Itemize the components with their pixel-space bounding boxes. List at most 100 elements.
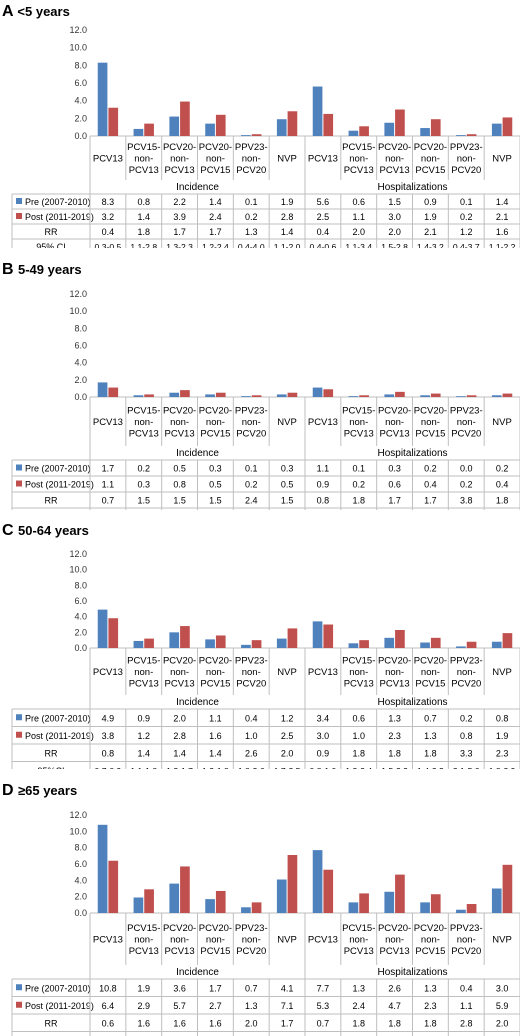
table-cell-post: 3.0 bbox=[388, 212, 401, 222]
table-cell-post: 5.9 bbox=[496, 1001, 509, 1011]
panel-b: B 5-49 years 0.0 2.0 4.0 6.0 8.0 10.0 12.0 PCV13… bbox=[0, 256, 520, 510]
category-label: PPV23-non-PCV20 bbox=[235, 406, 268, 440]
table-cell-rr: 1.6 bbox=[496, 227, 509, 237]
category-label: PCV13 bbox=[308, 417, 338, 428]
category-label: PCV15-non-PCV13 bbox=[127, 142, 160, 176]
category-label-line: PCV15- bbox=[342, 656, 375, 667]
row-label-ci: 95%CI bbox=[37, 766, 64, 769]
table-cell-ci: 1.3-2.4 bbox=[345, 766, 372, 769]
table-cell-rr: 2.8 bbox=[460, 1018, 473, 1028]
category-label-line: PCV20- bbox=[414, 142, 447, 153]
table-cell-pre: 0.1 bbox=[352, 464, 365, 474]
bar-post bbox=[215, 114, 226, 136]
category-label-line: non- bbox=[385, 154, 404, 165]
category-label-line: PCV20- bbox=[378, 656, 411, 667]
y-tick-label: 8.0 bbox=[74, 60, 87, 70]
bar-post bbox=[323, 389, 334, 397]
panel-a: A <5 years 0.0 2.0 4.0 6.0 8.0 10.0 12.0 PCV13 PC… bbox=[0, 0, 520, 248]
y-tick-label: 8.0 bbox=[74, 843, 87, 853]
category-label: PCV20-non-PCV13 bbox=[163, 142, 196, 176]
bar-post bbox=[359, 395, 369, 397]
category-label: NVP bbox=[492, 154, 512, 165]
legend-label-post: Post (2011-2019) bbox=[25, 1001, 94, 1011]
y-tick-label: 6.0 bbox=[74, 859, 87, 869]
bar-post bbox=[430, 637, 441, 648]
table-cell-post: 1.9 bbox=[496, 731, 509, 741]
bar-post bbox=[108, 618, 119, 648]
table-cell-ci: 1.1-3.4 bbox=[345, 242, 372, 248]
group-label-hospitalizations: Hospitalizations bbox=[377, 448, 447, 459]
table-cell-pre: 7.7 bbox=[317, 983, 330, 993]
group-label-hospitalizations: Hospitalizations bbox=[377, 967, 447, 978]
category-label-line: PCV20- bbox=[199, 656, 232, 667]
table-cell-pre: 5.6 bbox=[317, 197, 330, 207]
bar-pre bbox=[97, 824, 108, 913]
table-cell-pre: 4.1 bbox=[281, 983, 294, 993]
table-cell-post: 1.0 bbox=[352, 731, 365, 741]
table-cell-pre: 0.7 bbox=[424, 713, 437, 723]
table-cell-ci: 0.3-0.5 bbox=[95, 242, 122, 248]
category-label-line: PCV20- bbox=[163, 923, 196, 934]
y-tick-label: 8.0 bbox=[74, 580, 87, 590]
bar-post bbox=[323, 113, 334, 136]
category-label: NVP bbox=[277, 667, 297, 678]
category-label-line: non- bbox=[170, 154, 189, 165]
category-label-line: PCV15 bbox=[200, 429, 230, 440]
panel-letter: B bbox=[2, 261, 18, 278]
category-label-line: NVP bbox=[492, 935, 512, 946]
panel-age-group: 50-64 years bbox=[18, 523, 89, 538]
table-cell-rr: 2.0 bbox=[245, 1018, 258, 1028]
category-label-line: PCV20- bbox=[414, 656, 447, 667]
table-cell-rr: 1.4 bbox=[173, 748, 186, 758]
chart-b: B 5-49 years 0.0 2.0 4.0 6.0 8.0 10.0 12.0 PCV13… bbox=[2, 261, 520, 510]
category-label-line: non- bbox=[206, 667, 225, 678]
y-tick-label: 10.0 bbox=[69, 43, 87, 53]
table-cell-rr: 3.8 bbox=[460, 496, 473, 506]
y-tick-label: 2.0 bbox=[74, 627, 87, 637]
category-label-line: NVP bbox=[277, 417, 297, 428]
category-label-line: non- bbox=[385, 417, 404, 428]
bar-post bbox=[466, 904, 477, 913]
table-cell-rr: 1.4 bbox=[281, 227, 294, 237]
category-label: PCV20-non-PCV15 bbox=[199, 142, 232, 176]
bar-pre bbox=[97, 382, 108, 397]
table-cell-rr: 3.3 bbox=[460, 748, 473, 758]
table-cell-post: 0.4 bbox=[496, 480, 509, 490]
bar-post bbox=[502, 393, 513, 397]
category-label: PCV20-non-PCV15 bbox=[414, 406, 447, 440]
table-cell-rr: 1.8 bbox=[388, 748, 401, 758]
category-label-line: NVP bbox=[492, 417, 512, 428]
category-label-line: PPV23- bbox=[235, 406, 268, 417]
category-label-line: non- bbox=[457, 154, 476, 165]
bar-post bbox=[395, 391, 405, 397]
category-label-line: PCV20- bbox=[163, 406, 196, 417]
table-cell-pre: 0.6 bbox=[352, 713, 365, 723]
category-label-line: PCV15 bbox=[200, 679, 230, 690]
bar-pre bbox=[205, 639, 215, 648]
table-cell-post: 2.4 bbox=[209, 212, 222, 222]
table-cell-ci: 1.4-3.2 bbox=[417, 242, 444, 248]
panel-c: C 50-64 years 0.0 2.0 4.0 6.0 8.0 10.0 12.0 PCV1… bbox=[0, 517, 520, 769]
table-cell-rr: 2.0 bbox=[352, 227, 365, 237]
table-cell-pre: 4.9 bbox=[102, 713, 115, 723]
bar-pre bbox=[241, 396, 251, 397]
bar-pre bbox=[205, 394, 215, 397]
category-label-line: PCV20- bbox=[199, 923, 232, 934]
bar-post bbox=[144, 638, 154, 648]
table-cell-ci: 1.8-2.9 bbox=[489, 766, 516, 769]
category-label-line: PCV13 bbox=[344, 429, 374, 440]
category-label-line: PCV13 bbox=[308, 935, 338, 946]
category-label: NVP bbox=[277, 154, 297, 165]
category-label-line: PCV13 bbox=[344, 679, 374, 690]
bar-pre bbox=[276, 119, 287, 136]
table-cell-pre: 0.7 bbox=[245, 983, 258, 993]
y-tick-label: 2.0 bbox=[74, 375, 87, 385]
category-label-line: PCV15- bbox=[127, 142, 160, 153]
category-label-line: non- bbox=[349, 935, 368, 946]
table-cell-pre: 0.3 bbox=[388, 464, 401, 474]
table-cell-post: 2.3 bbox=[424, 1001, 437, 1011]
group-label-incidence: Incidence bbox=[176, 697, 219, 708]
y-tick-label: 12.0 bbox=[69, 549, 87, 559]
category-label: PCV15-non-PCV13 bbox=[127, 406, 160, 440]
category-label-line: PCV13 bbox=[344, 946, 374, 957]
